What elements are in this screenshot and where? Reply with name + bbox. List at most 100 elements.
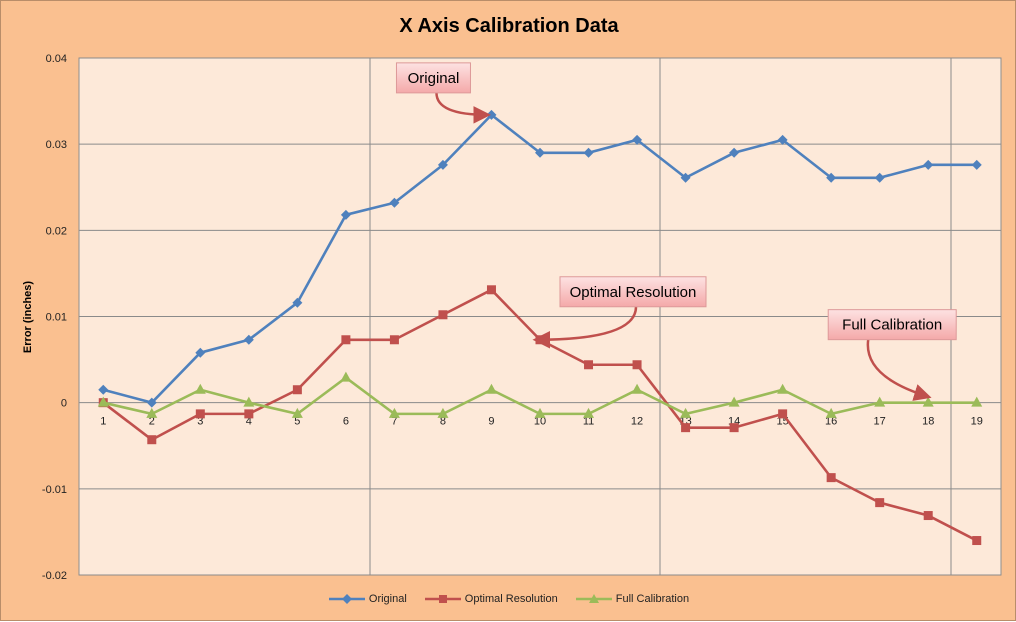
legend-swatch: [328, 594, 365, 604]
chart-title: X Axis Calibration Data: [399, 15, 619, 37]
data-point: [923, 159, 934, 170]
x-tick-label: 19: [971, 416, 983, 428]
x-tick-label: 2: [149, 416, 155, 428]
callout-box: [559, 276, 707, 308]
x-tick-label: 12: [631, 416, 643, 428]
legend-item: Full Calibration: [575, 593, 690, 605]
data-point: [97, 396, 109, 407]
data-point: [194, 383, 206, 394]
legend-swatch: [424, 595, 461, 603]
data-point: [632, 360, 642, 370]
data-point: [534, 407, 546, 418]
callout-arrow: [435, 92, 491, 124]
data-point: [147, 435, 157, 445]
data-point: [729, 423, 739, 433]
x-tick-label: 1: [100, 416, 106, 428]
data-point: [486, 285, 496, 295]
data-point: [826, 172, 837, 183]
data-point: [777, 383, 789, 394]
y-tick-label: -0.02: [42, 570, 67, 582]
data-point: [243, 334, 254, 345]
data-point: [146, 397, 157, 408]
x-tick-label: 4: [246, 416, 252, 428]
x-tick-label: 9: [488, 416, 494, 428]
callout-box: [827, 309, 957, 341]
data-point: [971, 396, 983, 407]
x-tick-label: 16: [825, 416, 837, 428]
legend-label: Optimal Resolution: [464, 593, 558, 605]
data-point: [972, 536, 982, 546]
data-point: [778, 409, 788, 419]
data-point: [584, 360, 594, 370]
legend-label: Original: [368, 593, 407, 605]
y-tick-label: -0.01: [42, 484, 67, 496]
data-point: [728, 396, 740, 407]
x-tick-label: 17: [874, 416, 886, 428]
x-tick-label: 3: [197, 416, 203, 428]
data-point: [681, 423, 691, 433]
data-point: [535, 147, 545, 158]
y-tick-label: 0.03: [46, 139, 67, 151]
data-point: [583, 147, 594, 158]
data-point: [874, 396, 886, 407]
data-point: [923, 511, 933, 521]
legend-label: Full Calibration: [615, 593, 690, 605]
data-point: [291, 407, 303, 418]
y-tick-label: 0.02: [46, 225, 67, 237]
x-tick-label: 5: [294, 416, 300, 428]
data-point: [438, 310, 448, 320]
legend-item: Original: [328, 593, 407, 605]
data-point: [388, 407, 400, 418]
x-tick-label: 7: [391, 416, 397, 428]
data-point: [874, 172, 885, 183]
y-tick-label: 0: [61, 398, 67, 410]
data-point: [680, 407, 692, 418]
data-point: [437, 407, 449, 418]
y-tick-label: 0.01: [46, 312, 67, 324]
data-point: [195, 409, 205, 419]
legend: Original Optimal Resolution Full Calibrati…: [1, 593, 1016, 605]
callout-label: Original: [408, 70, 460, 87]
data-point: [922, 396, 934, 407]
data-point: [389, 335, 399, 345]
data-point: [146, 407, 158, 418]
data-point: [195, 347, 206, 358]
callout-label: Full Calibration: [842, 317, 942, 334]
callout-label: Optimal Resolution: [570, 284, 697, 301]
x-tick-label: 11: [583, 416, 594, 428]
data-point: [632, 134, 643, 145]
y-axis-label: Error (inches): [22, 281, 34, 353]
legend-swatch: [575, 594, 612, 603]
data-point: [971, 159, 982, 170]
data-point: [680, 172, 691, 183]
data-point: [98, 384, 109, 395]
data-point: [244, 409, 254, 419]
x-tick-label: 10: [534, 416, 546, 428]
data-point: [292, 385, 302, 395]
data-point: [340, 371, 352, 382]
data-point: [341, 335, 351, 345]
x-tick-label: 18: [922, 416, 934, 428]
callout-arrow: [866, 339, 932, 401]
data-point: [583, 407, 595, 418]
data-point: [389, 197, 400, 208]
callout-box: [395, 62, 471, 94]
data-point: [631, 383, 643, 394]
data-point: [777, 134, 788, 145]
data-point: [340, 209, 351, 220]
data-point: [825, 407, 837, 418]
y-tick-label: 0.04: [46, 53, 67, 65]
data-point: [437, 159, 448, 170]
x-tick-label: 8: [440, 416, 446, 428]
data-point: [292, 297, 303, 308]
x-tick-label: 6: [343, 416, 349, 428]
data-point: [875, 498, 885, 508]
legend-item: Optimal Resolution: [424, 593, 558, 605]
data-point: [826, 473, 836, 483]
data-point: [729, 147, 740, 158]
data-point: [243, 396, 255, 407]
data-point: [485, 383, 497, 394]
callout-arrow: [532, 306, 638, 349]
